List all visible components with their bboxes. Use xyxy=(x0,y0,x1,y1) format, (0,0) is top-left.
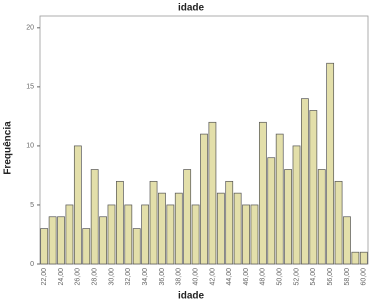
y-tick-label: 0 xyxy=(30,261,34,268)
x-tick-label: 54,00 xyxy=(310,268,317,286)
bar xyxy=(359,251,368,265)
bar xyxy=(216,192,225,265)
bar xyxy=(292,145,301,265)
x-tick-label: 60,00 xyxy=(361,268,368,286)
x-axis-label: idade xyxy=(178,291,205,302)
bar xyxy=(258,121,267,265)
bar xyxy=(65,204,74,265)
x-tick-label: 58,00 xyxy=(344,268,351,286)
bar xyxy=(233,192,242,265)
y-tick-label: 20 xyxy=(26,25,34,32)
x-tick-label: 28,00 xyxy=(92,268,99,286)
y-tick-label: 15 xyxy=(26,84,34,91)
x-tick-label: 34,00 xyxy=(142,268,149,286)
bar xyxy=(301,98,309,265)
x-tick-label: 40,00 xyxy=(192,268,199,286)
x-tick-label: 24,00 xyxy=(58,268,65,286)
bar xyxy=(225,180,234,265)
bar xyxy=(141,204,150,265)
bar xyxy=(149,180,158,265)
x-tick-label: 32,00 xyxy=(125,268,132,286)
bar xyxy=(351,251,360,265)
bar xyxy=(57,216,65,265)
bar xyxy=(174,192,183,265)
y-tick-label: 5 xyxy=(30,202,34,209)
bar xyxy=(132,228,141,265)
bar xyxy=(183,169,192,265)
x-tick-label: 42,00 xyxy=(209,268,216,286)
chart-title: idade xyxy=(178,3,205,14)
bar xyxy=(124,204,133,265)
bar xyxy=(309,110,318,265)
bar xyxy=(317,169,326,265)
bar xyxy=(166,204,175,265)
x-tick-label: 22,00 xyxy=(41,268,48,286)
bar xyxy=(326,62,335,265)
bar xyxy=(343,216,351,265)
bar xyxy=(73,145,82,265)
bar xyxy=(48,216,57,265)
x-tick-label: 56,00 xyxy=(327,268,334,286)
bar xyxy=(284,169,292,265)
x-tick-label: 44,00 xyxy=(226,268,233,286)
bar xyxy=(191,204,200,265)
bar xyxy=(99,216,107,265)
x-tick-label: 26,00 xyxy=(75,268,82,286)
bar xyxy=(250,204,259,265)
bar xyxy=(158,192,166,265)
bar xyxy=(208,121,217,265)
bar xyxy=(82,228,91,265)
bar xyxy=(90,169,99,265)
x-tick-label: 30,00 xyxy=(108,268,115,286)
y-tick-label: 10 xyxy=(26,143,34,150)
x-tick-label: 48,00 xyxy=(260,268,267,286)
x-tick-label: 50,00 xyxy=(277,268,284,286)
bar xyxy=(275,133,284,265)
bar xyxy=(40,228,49,265)
x-tick-label: 38,00 xyxy=(176,268,183,286)
bar xyxy=(116,180,124,265)
bar xyxy=(107,204,116,265)
y-axis-label: Frequência xyxy=(3,121,14,175)
bar xyxy=(200,133,208,265)
bar xyxy=(242,204,250,265)
x-tick-label: 52,00 xyxy=(293,268,300,286)
x-tick-label: 36,00 xyxy=(159,268,166,286)
bar xyxy=(334,180,343,265)
x-tick-label: 46,00 xyxy=(243,268,250,286)
bar xyxy=(267,157,276,265)
